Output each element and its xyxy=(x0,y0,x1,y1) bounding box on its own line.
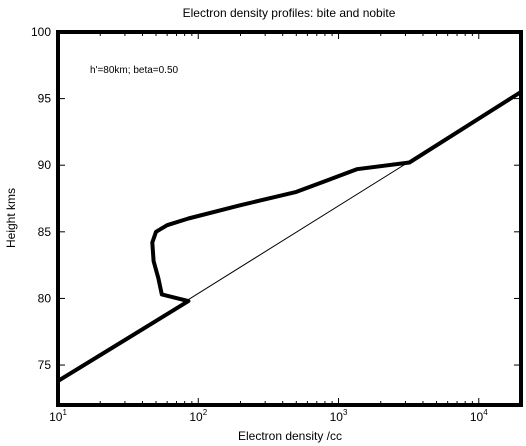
x-tick-exponent: 1 xyxy=(62,408,67,417)
x-tick-base: 10 xyxy=(470,410,484,424)
y-axis: 75 80 85 90 95 100 xyxy=(31,25,521,372)
x-tick-base: 10 xyxy=(330,410,344,424)
y-tick-label: 100 xyxy=(31,25,51,39)
x-tick-exponent: 4 xyxy=(483,408,488,417)
x-tick-exponent: 2 xyxy=(203,408,208,417)
x-tick-exponent: 3 xyxy=(343,408,348,417)
x-tick-label: 103 xyxy=(330,408,348,424)
chart-title: Electron density profiles: bite and nobi… xyxy=(183,6,396,20)
series-line-thick xyxy=(56,90,523,383)
x-axis: 101 102 103 104 xyxy=(49,32,522,424)
annotation: h'=80km; beta=0.50 xyxy=(90,65,179,76)
x-axis-label: Electron density /cc xyxy=(238,429,342,443)
y-tick-label: 80 xyxy=(38,291,52,305)
x-tick-label: 102 xyxy=(189,408,207,424)
series-group xyxy=(56,90,523,383)
x-tick-label: 101 xyxy=(49,408,67,424)
x-tick-label: 104 xyxy=(470,408,488,424)
y-tick-label: 95 xyxy=(38,92,52,106)
y-tick-label: 85 xyxy=(38,225,52,239)
y-tick-label: 75 xyxy=(38,358,52,372)
x-tick-base: 10 xyxy=(189,410,203,424)
y-tick-label: 90 xyxy=(38,158,52,172)
y-axis-label: Height kms xyxy=(4,188,18,248)
x-tick-base: 10 xyxy=(49,410,63,424)
plot-area xyxy=(56,30,523,407)
